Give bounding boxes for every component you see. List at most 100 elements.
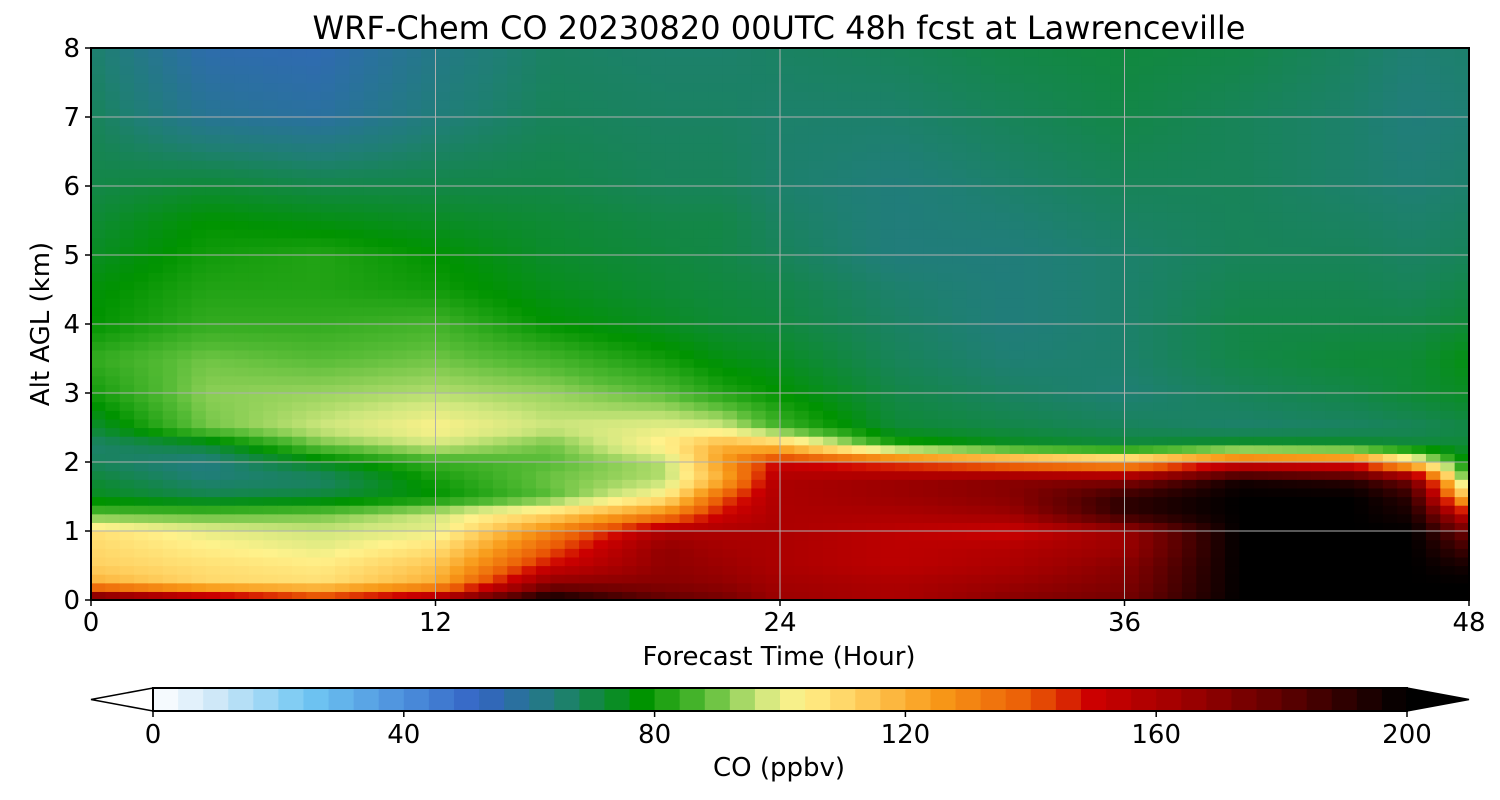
heatmap-cell — [220, 211, 236, 222]
heatmap-cell — [248, 496, 264, 506]
heatmap-cell — [449, 462, 465, 472]
heatmap-cell — [478, 436, 494, 446]
heatmap-cell — [105, 315, 121, 325]
heatmap-cell — [1411, 237, 1427, 247]
heatmap-cell — [320, 539, 336, 549]
heatmap-cell — [808, 470, 824, 480]
heatmap-cell — [1425, 487, 1441, 498]
heatmap-cell — [1411, 306, 1427, 316]
heatmap-cell — [205, 496, 221, 506]
heatmap-cell — [320, 479, 336, 489]
heatmap-cell — [1024, 574, 1039, 584]
heatmap-cell — [722, 349, 738, 360]
heatmap-cell — [1081, 556, 1097, 567]
heatmap-cell — [909, 436, 925, 446]
heatmap-cell — [579, 298, 594, 308]
heatmap-cell — [478, 229, 494, 239]
heatmap-cell — [1454, 487, 1469, 498]
heatmap-cell — [291, 280, 307, 291]
heatmap-cell — [679, 298, 695, 308]
heatmap-cell — [1081, 177, 1097, 187]
heatmap-cell — [162, 410, 178, 420]
heatmap-cell — [320, 436, 336, 446]
heatmap-cell — [909, 280, 925, 291]
heatmap-cell — [91, 160, 106, 170]
heatmap-cell — [1095, 522, 1111, 532]
heatmap-cell — [263, 444, 279, 454]
heatmap-cell — [952, 237, 968, 247]
heatmap-cell — [1124, 168, 1140, 178]
heatmap-cell — [220, 436, 236, 446]
heatmap-cell — [1224, 539, 1240, 549]
heatmap-cell — [665, 255, 681, 265]
heatmap-cell — [119, 280, 135, 291]
heatmap-cell — [1368, 220, 1384, 230]
heatmap-cell — [435, 505, 451, 515]
heatmap-cell — [1167, 418, 1183, 429]
heatmap-cell — [1311, 548, 1327, 558]
heatmap-cell — [880, 453, 896, 463]
heatmap-cell — [1325, 341, 1341, 351]
heatmap-cell — [607, 349, 623, 360]
heatmap-cell — [765, 324, 781, 334]
heatmap-cell — [708, 539, 724, 549]
heatmap-cell — [1181, 289, 1197, 299]
heatmap-cell — [650, 177, 666, 187]
heatmap-cell — [995, 462, 1011, 472]
heatmap-cell — [1038, 237, 1054, 247]
heatmap-cell — [665, 203, 681, 213]
heatmap-cell — [492, 211, 508, 222]
heatmap-cell — [823, 306, 839, 316]
heatmap-cell — [464, 186, 480, 196]
heatmap-cell — [851, 427, 867, 437]
heatmap-cell — [119, 255, 135, 265]
heatmap-cell — [234, 565, 250, 575]
heatmap-cell — [607, 531, 623, 541]
heatmap-cell — [679, 444, 695, 454]
heatmap-cell — [1196, 177, 1212, 187]
heatmap-cell — [1038, 194, 1054, 204]
heatmap-cell — [349, 393, 365, 403]
heatmap-cell — [1368, 332, 1384, 342]
heatmap-cell — [1425, 591, 1441, 600]
heatmap-cell — [535, 332, 551, 342]
heatmap-cell — [1153, 522, 1169, 532]
heatmap-cell — [392, 298, 408, 308]
heatmap-cell — [1382, 203, 1398, 213]
heatmap-cell — [1296, 280, 1312, 291]
heatmap-cell — [392, 306, 408, 316]
heatmap-cell — [579, 582, 594, 592]
heatmap-cell — [1454, 177, 1469, 187]
heatmap-cell — [1411, 522, 1427, 532]
heatmap-cell — [248, 410, 264, 420]
heatmap-cell — [636, 436, 652, 446]
heatmap-cell — [177, 591, 193, 600]
heatmap-cell — [492, 341, 508, 351]
heatmap-cell — [1268, 565, 1283, 575]
heatmap-cell — [579, 375, 594, 385]
heatmap-cell — [162, 263, 178, 273]
heatmap-cell — [1110, 384, 1126, 394]
heatmap-cell — [1067, 298, 1083, 308]
heatmap-cell — [248, 582, 264, 592]
heatmap-cell — [722, 177, 738, 187]
heatmap-cell — [535, 358, 551, 368]
heatmap-cell — [823, 246, 839, 256]
heatmap-cell — [1038, 332, 1054, 342]
heatmap-cell — [320, 453, 336, 463]
heatmap-cell — [894, 565, 910, 575]
heatmap-cell — [937, 246, 953, 256]
heatmap-cell — [622, 358, 638, 368]
heatmap-cell — [1095, 211, 1111, 222]
heatmap-cell — [1153, 151, 1169, 161]
heatmap-cell — [808, 384, 824, 394]
heatmap-cell — [406, 349, 422, 360]
heatmap-cell — [1239, 306, 1255, 316]
heatmap-cell — [1282, 255, 1298, 265]
heatmap-cell — [808, 263, 824, 273]
heatmap-cell — [248, 349, 264, 360]
heatmap-cell — [392, 522, 408, 532]
heatmap-cell — [579, 237, 594, 247]
heatmap-cell — [378, 341, 394, 351]
heatmap-cell — [837, 513, 853, 523]
